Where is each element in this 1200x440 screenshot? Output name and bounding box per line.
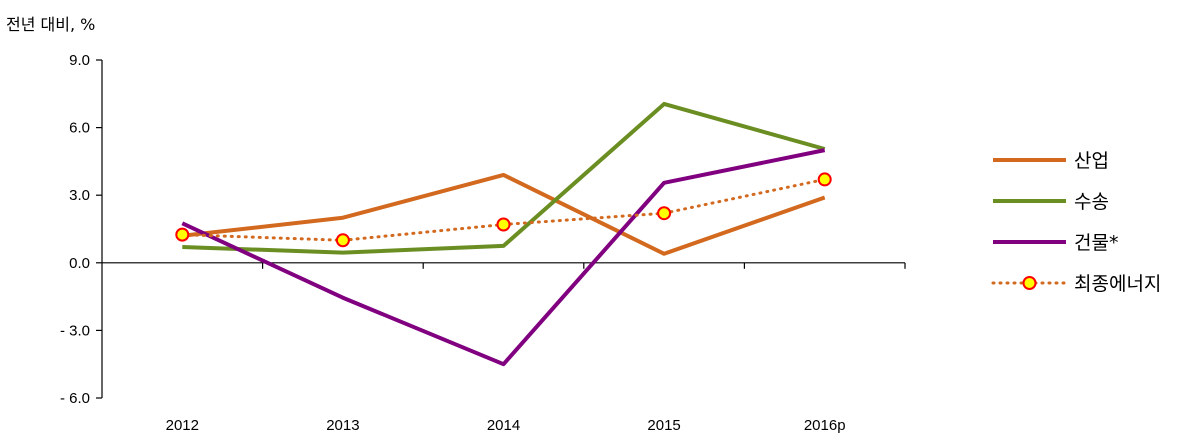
x-tick-label: 2014	[487, 417, 520, 434]
series-line-1	[182, 172, 826, 256]
series-line-3	[181, 148, 826, 367]
series-line-2	[182, 101, 826, 255]
data-point	[817, 172, 832, 187]
x-tick-label: 2015	[647, 417, 680, 434]
axes: 9.0 6.0 3.0 0.0 - 3.0 - 6.0 2012 2013 2014 2015 20…	[60, 52, 906, 434]
data-point	[496, 217, 511, 232]
legend-marker	[1022, 276, 1037, 290]
legend-label: 수송	[1074, 191, 1109, 213]
y-tick-label: 3.0	[69, 187, 90, 204]
y-axis-label: 전년 대비, %	[6, 15, 95, 34]
x-tick-label: 2016p	[804, 417, 846, 434]
y-tick-label: - 6.0	[60, 390, 90, 407]
legend-label: 산업	[1074, 150, 1109, 172]
legend-label: 최종에너지	[1074, 273, 1161, 295]
legend-label: 건물*	[1074, 232, 1118, 254]
data-point	[175, 227, 190, 242]
data-point	[657, 206, 672, 221]
y-tick-label: - 3.0	[60, 322, 90, 339]
series-layer	[175, 101, 832, 367]
data-point	[335, 233, 350, 248]
y-tick-label: 9.0	[69, 52, 90, 69]
y-tick-label: 0.0	[69, 255, 90, 272]
y-tick-label: 6.0	[69, 120, 90, 137]
x-tick-label: 2012	[166, 417, 199, 434]
x-tick-label: 2013	[326, 417, 359, 434]
